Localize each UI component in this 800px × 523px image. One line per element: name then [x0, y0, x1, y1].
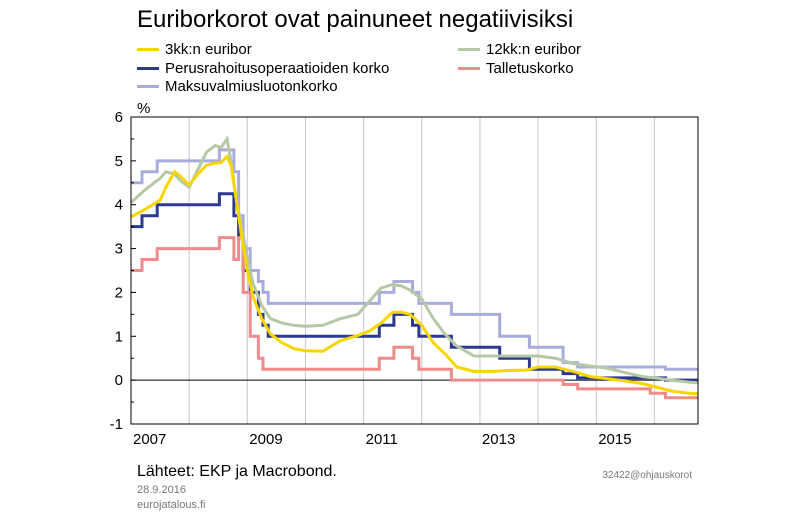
y-unit-label: % [137, 100, 150, 117]
legend-swatch-12kk [458, 47, 480, 51]
legend-item-12kk: 12kk:n euribor [458, 41, 581, 59]
y-tick-label: 0 [115, 372, 123, 389]
legend-swatch-talletus [458, 66, 480, 70]
y-tick-label: 2 [115, 284, 123, 301]
x-tick-label: 2013 [482, 431, 515, 448]
site-note: eurojatalous.fi [137, 499, 206, 511]
legend-swatch-maksuvalmius [137, 84, 159, 88]
x-tick-label: 2007 [133, 431, 166, 448]
date-note: 28.9.2016 [137, 484, 186, 496]
y-tick-label: 4 [115, 197, 123, 214]
series-line-perusrahoitusoperaatioiden-korko [131, 192, 698, 382]
source-note: Lähteet: EKP ja Macrobond. [137, 463, 337, 480]
chart-id: 32422@ohjauskorot [602, 470, 692, 481]
series-line-talletuskorko [131, 236, 698, 400]
legend-label-12kk: 12kk:n euribor [486, 41, 582, 58]
legend-swatch-perusrahoitus [137, 66, 159, 70]
legend-label-talletus: Talletuskorko [486, 60, 574, 77]
legend-label-perusrahoitus: Perusrahoitusoperaatioiden korko [165, 60, 390, 77]
y-tick-label: 1 [115, 328, 123, 345]
chart-title: Euriborkorot ovat painuneet negatiivisik… [137, 6, 574, 33]
y-tick-label: 3 [115, 241, 123, 258]
legend-item-perusrahoitus: Perusrahoitusoperaatioiden korko [137, 60, 389, 78]
series-line-3kk-n-euribor [130, 153, 699, 396]
x-tick-label: 2009 [249, 431, 282, 448]
y-tick-label: 6 [115, 109, 123, 126]
series-layer [129, 134, 699, 400]
legend-label-3kk: 3kk:n euribor [165, 41, 252, 58]
grid-layer [131, 117, 698, 424]
y-tick-label: -1 [110, 416, 123, 433]
x-tick-label: 2015 [598, 431, 631, 448]
legend-item-talletus: Talletuskorko [458, 60, 574, 78]
series-line-12kk-n-euribor [129, 134, 699, 385]
series-line-maksuvalmiusluotonkorko [131, 148, 698, 371]
legend-swatch-3kk [137, 47, 159, 51]
y-tick-label: 5 [115, 153, 123, 170]
axis-layer: -1 0 1 2 3 4 5 6 2007 2009 2011 2013 2015 [110, 109, 632, 448]
x-tick-label: 2011 [366, 431, 398, 448]
legend-label-maksuvalmius: Maksuvalmiusluotonkorko [165, 78, 338, 95]
legend-item-3kk: 3kk:n euribor [137, 41, 252, 59]
legend-item-maksuvalmius: Maksuvalmiusluotonkorko [137, 78, 338, 96]
